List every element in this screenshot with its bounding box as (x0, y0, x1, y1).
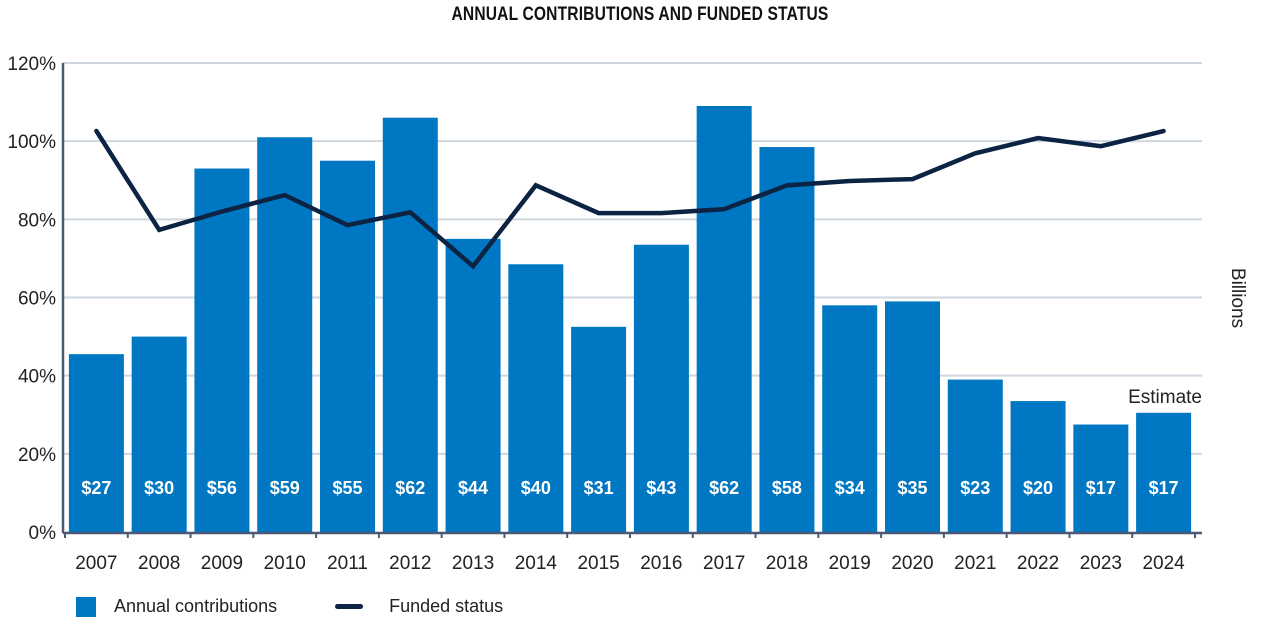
x-tick-label: 2017 (703, 553, 745, 574)
bar-2022 (1010, 401, 1066, 532)
x-tick-label: 2014 (515, 553, 558, 574)
bar-value-label: $34 (835, 478, 865, 498)
x-tick-label: 2010 (264, 553, 306, 574)
bar-value-label: $27 (81, 478, 111, 498)
x-tick-label: 2021 (954, 553, 996, 574)
bar-2014 (508, 264, 564, 532)
bar-2023 (1073, 424, 1129, 532)
bar-legend-label: Annual contributions (114, 596, 278, 616)
x-tick-label: 2023 (1080, 553, 1122, 574)
x-tick-label: 2016 (640, 553, 682, 574)
funded-status-line (94, 128, 1166, 270)
bar-value-label: $58 (772, 478, 802, 498)
bar-2021 (947, 379, 1003, 532)
bar-2009 (194, 168, 250, 532)
bar-value-label: $44 (458, 478, 488, 498)
x-tick-label: 2007 (75, 553, 117, 574)
bar-2008 (131, 336, 187, 532)
bar-value-label: $59 (270, 478, 300, 498)
y-tick-label: 60% (18, 289, 56, 310)
bar-value-label: $35 (897, 478, 927, 498)
x-tick-label: 2015 (577, 553, 619, 574)
x-tick-label: 2012 (389, 553, 431, 574)
x-tick-label: 2013 (452, 553, 494, 574)
line-legend-swatch-icon (335, 604, 364, 609)
x-tick-label: 2008 (138, 553, 180, 574)
bar-2007 (68, 354, 124, 532)
y-tick-label: 40% (18, 367, 56, 388)
x-tick-label: 2018 (766, 553, 808, 574)
bar-value-label: $40 (521, 478, 551, 498)
bar-legend-swatch-icon (76, 596, 96, 617)
x-tick-label: 2019 (829, 553, 871, 574)
line-legend-label: Funded status (389, 596, 504, 616)
bar-value-label: $30 (144, 478, 174, 498)
bar-value-label: $56 (207, 478, 237, 498)
bar-value-label: $62 (709, 478, 739, 498)
bar-2018 (759, 147, 815, 532)
bar-2019 (822, 305, 878, 532)
x-tick-label: 2024 (1142, 553, 1185, 574)
x-tick-label: 2020 (891, 553, 933, 574)
bar-2020 (885, 301, 940, 532)
bar-value-label: $20 (1023, 478, 1053, 498)
chart-title: ANNUAL CONTRIBUTIONS AND FUNDED STATUS (451, 4, 829, 25)
bar-2024 (1136, 412, 1192, 532)
bar-2016 (633, 244, 689, 533)
bar-2015 (571, 326, 627, 532)
y-tick-label: 0% (29, 523, 57, 544)
bar-value-label: $31 (584, 478, 614, 498)
y-tick-label: 120% (7, 54, 56, 75)
bar-value-label: $55 (332, 478, 362, 498)
bar-2013 (445, 238, 501, 532)
bar-2012 (382, 117, 438, 532)
estimate-annotation: Estimate (1128, 387, 1202, 408)
bar-value-label: $62 (395, 478, 425, 498)
right-axis-label: Billions (1227, 268, 1248, 328)
x-tick-label: 2009 (201, 553, 243, 574)
chart-legend: Annual contributions Funded status (76, 596, 503, 617)
bar-value-label: $43 (646, 478, 676, 498)
bar-value-label: $23 (960, 478, 990, 498)
bar-2017 (696, 105, 752, 532)
y-tick-label: 80% (18, 210, 56, 231)
y-tick-label: 100% (7, 132, 56, 153)
x-tick-label: 2011 (327, 553, 368, 574)
x-tick-label: 2022 (1017, 553, 1059, 574)
bar-value-label: $17 (1086, 478, 1116, 498)
y-tick-label: 20% (18, 445, 56, 466)
bar-value-label: $17 (1149, 478, 1179, 498)
